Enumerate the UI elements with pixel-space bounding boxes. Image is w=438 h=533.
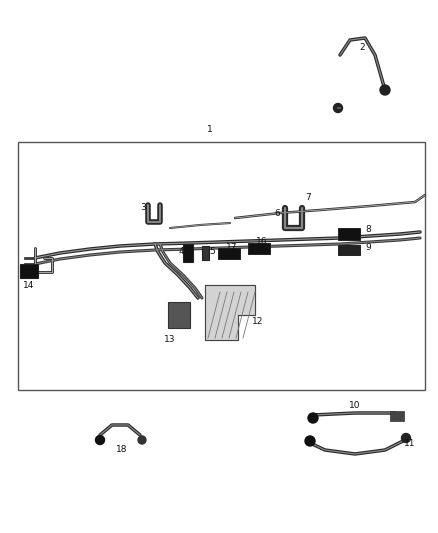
Bar xyxy=(18,142,425,390)
Bar xyxy=(168,302,190,328)
Text: 14: 14 xyxy=(23,280,35,289)
Text: 18: 18 xyxy=(116,446,128,455)
Bar xyxy=(20,264,38,278)
Text: 12: 12 xyxy=(252,318,264,327)
Text: 1: 1 xyxy=(207,125,213,134)
Text: 3: 3 xyxy=(140,203,146,212)
Text: 6: 6 xyxy=(274,208,280,217)
Circle shape xyxy=(305,436,315,446)
Text: 7: 7 xyxy=(305,193,311,203)
Text: 17: 17 xyxy=(226,244,238,253)
Polygon shape xyxy=(205,285,255,340)
Circle shape xyxy=(95,435,105,445)
Circle shape xyxy=(402,433,410,442)
Bar xyxy=(202,246,209,260)
Text: 10: 10 xyxy=(349,401,361,410)
Circle shape xyxy=(333,103,343,112)
Text: 5: 5 xyxy=(209,247,215,256)
Bar xyxy=(248,243,270,254)
Circle shape xyxy=(380,85,390,95)
Circle shape xyxy=(308,413,318,423)
Text: 8: 8 xyxy=(365,225,371,235)
Bar xyxy=(183,244,193,262)
Text: 9: 9 xyxy=(365,244,371,253)
Bar xyxy=(218,248,240,259)
Text: 16: 16 xyxy=(256,238,268,246)
Bar xyxy=(390,411,404,421)
Text: 4: 4 xyxy=(178,247,184,256)
Text: 13: 13 xyxy=(164,335,176,344)
Text: 2: 2 xyxy=(359,43,365,52)
Bar xyxy=(338,228,360,240)
Circle shape xyxy=(138,436,146,444)
Text: 11: 11 xyxy=(404,439,416,448)
Bar xyxy=(338,245,360,255)
